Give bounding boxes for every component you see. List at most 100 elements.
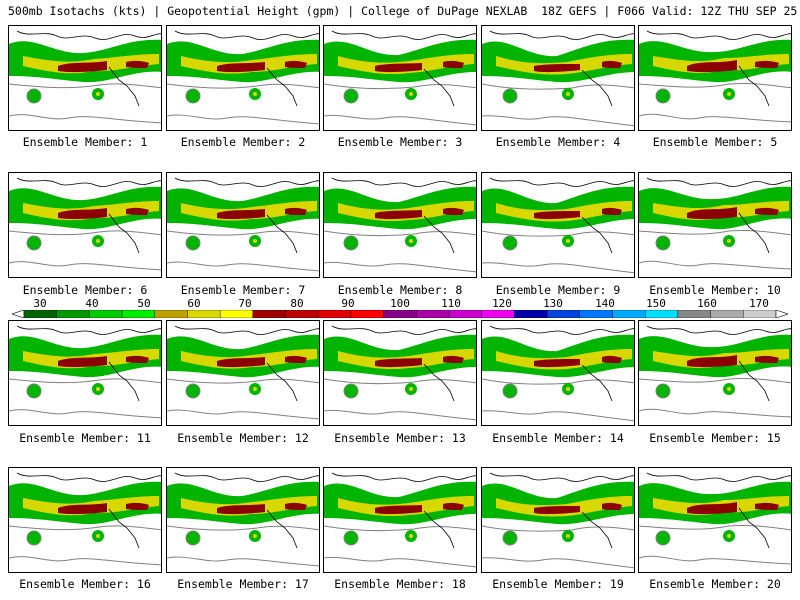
ensemble-member-map	[323, 467, 477, 573]
ensemble-member-label: Ensemble Member: 3	[337, 135, 463, 149]
coastline	[423, 215, 455, 254]
ensemble-member-map	[481, 467, 635, 573]
coastline	[16, 325, 161, 335]
colorbar-labels: 30 40 50 60 70 80 90 100 110 120 130 140 150 160 170	[0, 297, 800, 310]
cutoff-low-west	[343, 383, 359, 399]
height-contour	[324, 114, 476, 126]
ensemble-member-label: Ensemble Member: 15	[649, 431, 781, 445]
jet-stream-core	[687, 60, 737, 73]
ensemble-member-label: Ensemble Member: 9	[495, 283, 621, 297]
ensemble-member-label: Ensemble Member: 5	[652, 135, 778, 149]
jet-stream-core-east	[285, 60, 307, 68]
ensemble-member-map	[8, 172, 162, 278]
ensemble-member-label: Ensemble Member: 7	[180, 283, 306, 297]
coastline	[174, 325, 319, 335]
jet-stream-core-east	[602, 355, 622, 363]
ensemble-member-label: Ensemble Member: 19	[492, 577, 624, 591]
ensemble-member-map	[323, 320, 477, 426]
colorbar-tick-label: 140	[595, 297, 615, 310]
colorbar-tick-label: 160	[697, 297, 717, 310]
height-contour	[324, 556, 476, 568]
coastline	[738, 212, 770, 254]
jet-stream-core-east	[443, 207, 464, 215]
jet-stream-core-east	[755, 60, 779, 68]
cutoff-low-west	[185, 88, 201, 104]
cutoff-low-west	[185, 530, 201, 546]
jet-stream-core-east	[126, 207, 149, 215]
colorbar-tick-label: 100	[390, 297, 410, 310]
ensemble-member-label: Ensemble Member: 4	[495, 135, 621, 149]
coastline	[738, 507, 770, 549]
cutoff-low-west	[502, 383, 518, 399]
height-contour	[9, 230, 161, 236]
coastline	[423, 510, 455, 549]
jet-stream-core-east	[285, 502, 307, 510]
coastline	[738, 65, 770, 107]
ensemble-member-map	[481, 320, 635, 426]
ensemble-member-map	[8, 320, 162, 426]
ensemble-member-map	[323, 172, 477, 278]
coastline	[266, 214, 298, 254]
jet-stream-core	[534, 64, 580, 73]
jet-stream-core-east	[126, 60, 149, 68]
colorbar-segment	[612, 310, 646, 318]
cutoff-low-west	[502, 235, 518, 251]
colorbar-segment	[219, 310, 254, 318]
coastline	[266, 67, 298, 107]
jet-stream-core	[217, 357, 265, 368]
ensemble-member-label: Ensemble Member: 10	[649, 283, 781, 297]
height-contour	[482, 230, 634, 237]
colorbar-segment	[318, 310, 352, 318]
jet-stream-outer	[167, 186, 319, 230]
colorbar-segment	[154, 310, 188, 318]
height-contour	[167, 378, 319, 384]
jet-stream-outer	[482, 481, 634, 525]
height-contour	[167, 114, 319, 125]
cutoff-low-west	[655, 235, 671, 251]
jet-stream-core-east	[755, 207, 779, 215]
coastline	[174, 30, 319, 40]
map-title: 500mb Isotachs (kts) | Geopotential Heig…	[8, 4, 800, 18]
jet-stream-core	[687, 502, 737, 515]
height-contour	[639, 229, 791, 236]
jet-stream-outer	[324, 481, 476, 525]
ensemble-member-label: Ensemble Member: 17	[177, 577, 309, 591]
height-contour	[324, 83, 476, 90]
colorbar-segment	[23, 310, 57, 318]
jet-stream-core	[58, 61, 107, 73]
ensemble-member-label: Ensemble Member: 1	[22, 135, 148, 149]
jet-stream-core	[534, 211, 580, 220]
ensemble-member-map	[166, 467, 320, 573]
jet-stream-outer	[482, 39, 634, 83]
ensemble-member-map	[638, 467, 792, 573]
coastline	[108, 66, 140, 107]
cutoff-low-west	[502, 530, 518, 546]
cutoff-low-west	[185, 383, 201, 399]
colorbar-tick-label: 120	[492, 297, 512, 310]
ensemble-member-map	[638, 172, 792, 278]
height-contour	[482, 525, 634, 532]
jet-stream-core-east	[755, 502, 779, 510]
ensemble-member-label: Ensemble Member: 20	[649, 577, 781, 591]
colorbar	[12, 310, 788, 318]
colorbar-segment	[645, 310, 679, 318]
cutoff-low-west	[343, 88, 359, 104]
coastline	[331, 30, 476, 40]
coastline	[489, 325, 634, 335]
ensemble-member-label: Ensemble Member: 12	[177, 431, 309, 445]
ensemble-member-label: Ensemble Member: 13	[334, 431, 466, 445]
jet-stream-core	[58, 503, 107, 515]
jet-stream-core	[534, 359, 580, 368]
ensemble-member-map	[481, 25, 635, 131]
height-contour	[167, 556, 319, 567]
ensemble-member-map	[166, 320, 320, 426]
height-contour	[482, 410, 634, 422]
cutoff-low-west	[343, 530, 359, 546]
jet-stream-outer	[324, 186, 476, 230]
colorbar-segment	[743, 310, 777, 318]
cutoff-low-west	[26, 88, 42, 104]
height-contour	[639, 82, 791, 89]
height-contour	[639, 113, 791, 123]
cutoff-low-west	[26, 383, 42, 399]
height-contour	[482, 83, 634, 90]
